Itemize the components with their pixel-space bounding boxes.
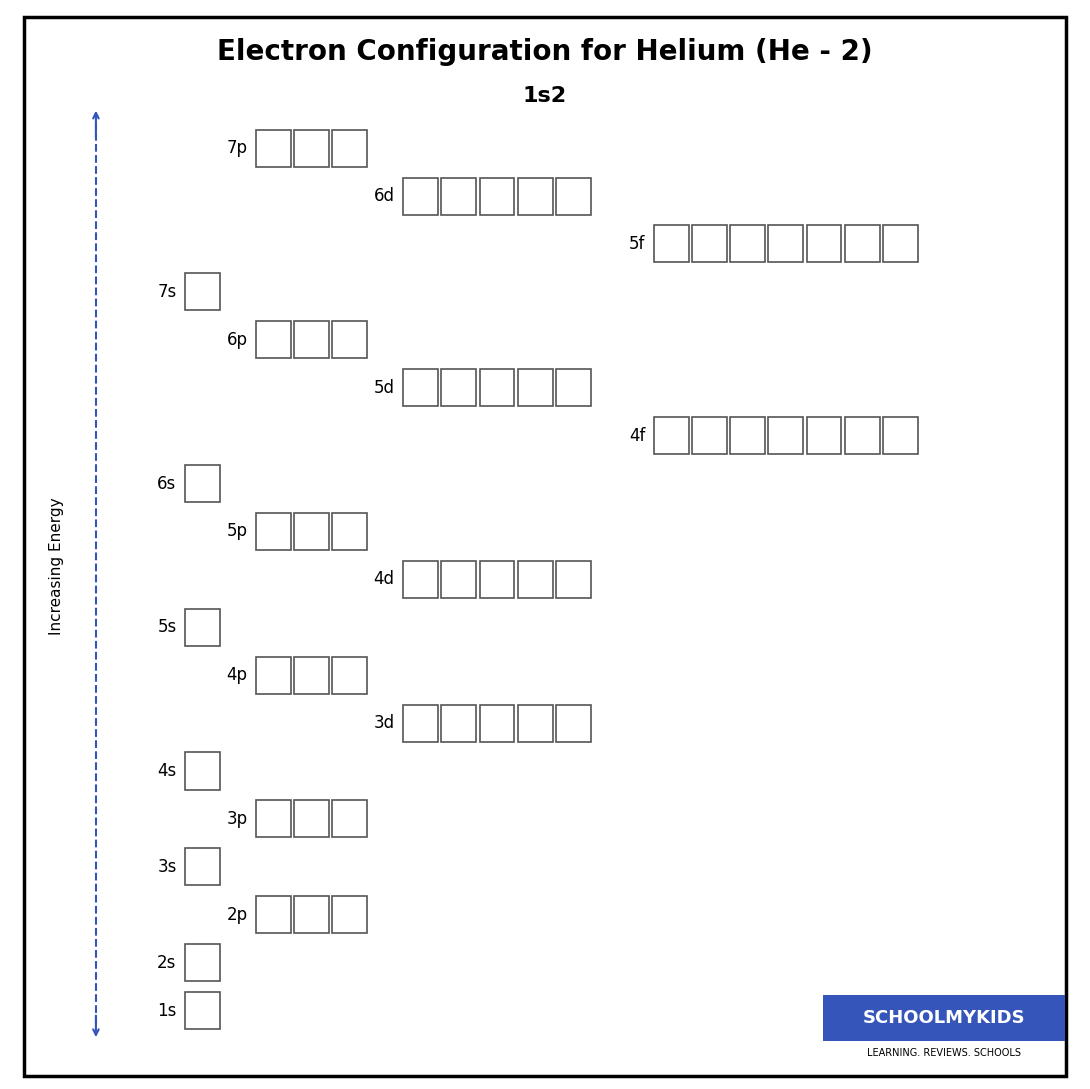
Text: 5f: 5f (629, 235, 645, 253)
Bar (692, 225, 727, 262)
Bar (256, 800, 291, 837)
Text: 4p: 4p (227, 666, 247, 684)
Bar (883, 225, 918, 262)
Bar (845, 225, 880, 262)
Bar (654, 417, 689, 454)
Bar (556, 561, 591, 598)
Text: 5s: 5s (157, 619, 177, 636)
Bar (185, 465, 220, 502)
Bar (185, 848, 220, 885)
Bar (332, 130, 367, 167)
Bar (730, 225, 765, 262)
Bar (556, 369, 591, 406)
Bar (185, 992, 220, 1029)
Bar (768, 225, 803, 262)
Bar (294, 321, 329, 358)
Bar (556, 178, 591, 215)
Bar (883, 417, 918, 454)
Bar (332, 321, 367, 358)
Text: 7s: 7s (157, 283, 177, 301)
Bar (403, 178, 438, 215)
Text: 6s: 6s (157, 475, 177, 492)
Bar (518, 178, 553, 215)
Text: 5p: 5p (227, 523, 247, 540)
Text: 1s: 1s (157, 1002, 177, 1019)
Text: Increasing Energy: Increasing Energy (49, 498, 64, 635)
Text: 4d: 4d (374, 571, 395, 588)
Bar (441, 705, 476, 742)
Text: 7p: 7p (227, 139, 247, 157)
Bar (556, 705, 591, 742)
Bar (185, 273, 220, 310)
Text: 6d: 6d (374, 187, 395, 205)
Text: 3d: 3d (374, 714, 395, 732)
Bar (256, 130, 291, 167)
Text: Electron Configuration for Helium (He - 2): Electron Configuration for Helium (He - … (217, 38, 873, 66)
Bar (480, 369, 514, 406)
Text: 3s: 3s (157, 858, 177, 876)
Bar (518, 561, 553, 598)
Text: 4s: 4s (157, 762, 177, 780)
Bar (185, 609, 220, 646)
Bar (294, 130, 329, 167)
Bar (654, 225, 689, 262)
Bar (185, 944, 220, 981)
Text: 2s: 2s (157, 954, 177, 971)
Text: 4f: 4f (629, 427, 645, 444)
Text: 6p: 6p (227, 331, 247, 348)
Bar (403, 561, 438, 598)
Bar (823, 995, 1065, 1041)
Bar (441, 561, 476, 598)
Bar (441, 178, 476, 215)
Bar (256, 896, 291, 933)
Bar (332, 513, 367, 550)
Bar (518, 705, 553, 742)
Bar (807, 417, 841, 454)
Bar (294, 896, 329, 933)
Bar (294, 657, 329, 694)
Text: 5d: 5d (374, 379, 395, 396)
Bar (768, 417, 803, 454)
Text: LEARNING. REVIEWS. SCHOOLS: LEARNING. REVIEWS. SCHOOLS (867, 1048, 1021, 1059)
Bar (185, 752, 220, 790)
Bar (256, 321, 291, 358)
Bar (332, 896, 367, 933)
Text: 2p: 2p (227, 906, 247, 923)
Bar (332, 800, 367, 837)
Bar (845, 417, 880, 454)
Bar (256, 513, 291, 550)
Bar (518, 369, 553, 406)
Bar (480, 561, 514, 598)
Bar (332, 657, 367, 694)
Bar (441, 369, 476, 406)
Bar (403, 705, 438, 742)
Bar (294, 800, 329, 837)
Bar (403, 369, 438, 406)
Bar (480, 705, 514, 742)
Text: SCHOOLMYKIDS: SCHOOLMYKIDS (862, 1010, 1026, 1027)
Text: 3p: 3p (227, 810, 247, 828)
Bar (294, 513, 329, 550)
Bar (480, 178, 514, 215)
Bar (256, 657, 291, 694)
Bar (807, 225, 841, 262)
Text: 1s2: 1s2 (523, 86, 567, 106)
Bar (692, 417, 727, 454)
Bar (730, 417, 765, 454)
